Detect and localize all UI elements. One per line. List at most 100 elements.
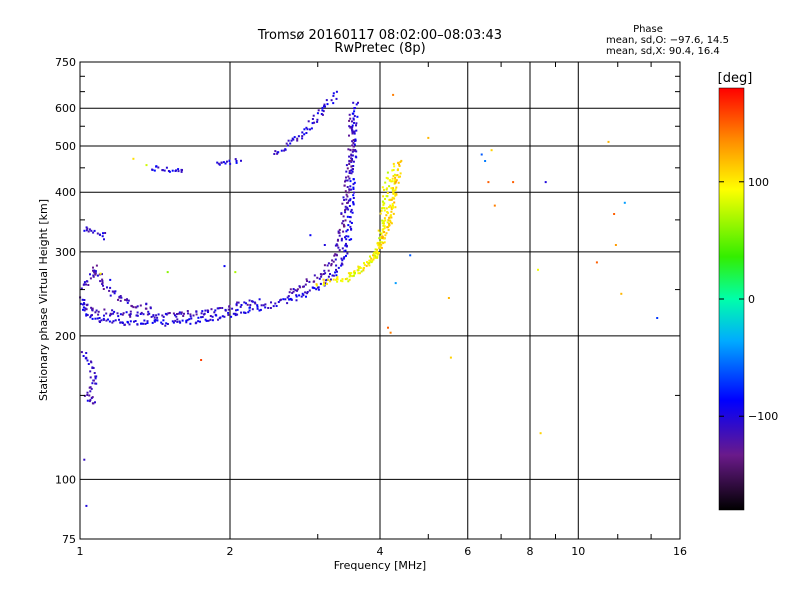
data-point (372, 258, 375, 261)
data-point (154, 318, 157, 321)
data-point (92, 231, 95, 234)
data-point (310, 127, 313, 130)
data-point (239, 305, 242, 308)
data-point (308, 280, 311, 283)
data-point (129, 314, 132, 317)
data-point (151, 321, 154, 324)
data-point (350, 127, 353, 130)
data-point (380, 209, 383, 212)
data-point (351, 140, 354, 143)
data-point (340, 239, 343, 242)
data-point (327, 278, 330, 281)
data-point (378, 246, 381, 249)
data-point (227, 313, 230, 316)
data-point (235, 309, 237, 312)
data-point (85, 504, 88, 507)
data-point (387, 219, 390, 222)
data-point (86, 359, 89, 362)
data-point (91, 309, 94, 312)
data-point (389, 179, 392, 182)
data-point (156, 316, 159, 319)
data-point (227, 308, 230, 311)
data-point (342, 215, 345, 218)
data-point (150, 315, 153, 318)
data-point (350, 172, 353, 175)
data-point (368, 264, 371, 267)
data-point (380, 246, 383, 249)
data-point (92, 274, 95, 277)
data-point (341, 222, 344, 225)
data-point (397, 181, 400, 184)
data-point (324, 282, 327, 285)
data-point (280, 149, 283, 152)
data-point (360, 270, 363, 273)
data-point (352, 183, 355, 186)
data-point (392, 192, 395, 195)
data-point (92, 367, 95, 369)
data-point (386, 221, 389, 224)
data-point (352, 139, 355, 142)
data-point (395, 174, 398, 177)
data-point (613, 213, 616, 215)
data-point (101, 281, 104, 284)
data-point (100, 319, 103, 322)
data-point (301, 135, 304, 138)
data-point (341, 278, 344, 281)
data-point (381, 236, 384, 239)
data-point (595, 261, 598, 264)
data-point (350, 188, 353, 191)
data-point (344, 278, 347, 281)
data-point (384, 219, 387, 222)
data-point (204, 309, 207, 312)
data-point (384, 234, 387, 237)
data-point (90, 387, 93, 390)
data-point (92, 269, 94, 272)
data-point (84, 357, 87, 360)
data-point (174, 314, 176, 317)
data-point (216, 161, 219, 164)
data-point (352, 160, 355, 163)
data-point (289, 142, 292, 145)
data-point (185, 319, 188, 322)
data-point (386, 192, 389, 194)
data-point (348, 172, 351, 174)
data-point (256, 305, 259, 308)
data-point (147, 310, 150, 313)
data-point (86, 227, 89, 230)
data-point (235, 160, 238, 162)
data-point (381, 235, 384, 238)
data-point (89, 273, 91, 276)
data-point (330, 263, 333, 265)
data-point (195, 313, 198, 316)
data-point (309, 128, 311, 131)
data-point (352, 203, 355, 206)
data-point (349, 210, 352, 213)
data-point (345, 170, 348, 173)
data-point (248, 299, 251, 302)
data-point (199, 320, 201, 323)
data-point (94, 401, 96, 404)
data-point (132, 306, 135, 309)
data-point (390, 187, 393, 190)
data-point (357, 269, 360, 272)
data-point (353, 107, 355, 110)
data-point (217, 307, 220, 310)
data-point (316, 112, 319, 115)
grid (80, 62, 680, 539)
chart-title: Tromsø 20160117 08:02:00–08:03:43 (257, 28, 502, 43)
data-point (342, 223, 345, 226)
data-point (290, 298, 293, 301)
data-point (171, 320, 174, 323)
data-point (399, 175, 401, 178)
data-point (353, 140, 356, 142)
data-point (188, 318, 191, 321)
data-point (370, 257, 373, 260)
data-point (186, 319, 189, 322)
data-point (352, 197, 355, 199)
data-point (383, 217, 386, 220)
data-point (94, 382, 97, 385)
data-point (304, 283, 307, 286)
data-point (258, 298, 261, 301)
data-point (118, 318, 120, 321)
